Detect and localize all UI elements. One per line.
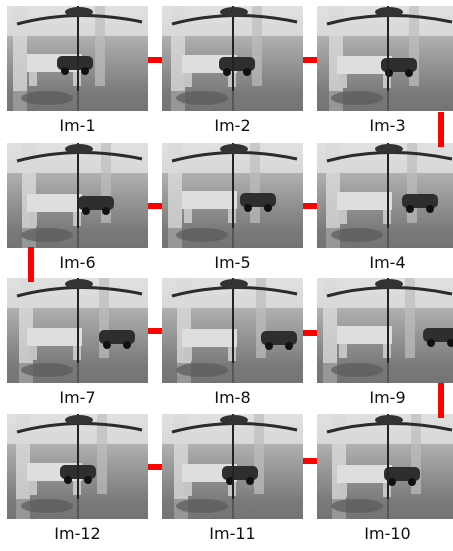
frame-cell: Im-3 bbox=[317, 6, 453, 137]
sequence-connector bbox=[303, 203, 317, 209]
frame-label: Im-2 bbox=[214, 116, 251, 135]
sequence-connector bbox=[148, 57, 162, 63]
frame-label: Im-11 bbox=[209, 524, 256, 543]
frame-cell: Im-9 bbox=[317, 278, 453, 409]
frame-label: Im-8 bbox=[214, 388, 251, 407]
frame-label: Im-1 bbox=[59, 116, 96, 135]
sequence-connector bbox=[148, 464, 162, 470]
frame-image bbox=[162, 414, 303, 519]
frame-image bbox=[7, 143, 148, 248]
frame-cell: Im-10 bbox=[317, 414, 453, 545]
frame-label: Im-9 bbox=[369, 388, 406, 407]
frame-image bbox=[317, 414, 453, 519]
frame-cell: Im-2 bbox=[162, 6, 303, 137]
frame-label: Im-10 bbox=[364, 524, 411, 543]
frame-image bbox=[7, 6, 148, 111]
frame-label: Im-3 bbox=[369, 116, 406, 135]
frame-cell: Im-6 bbox=[7, 143, 148, 274]
frame-image bbox=[7, 278, 148, 383]
frame-label: Im-6 bbox=[59, 253, 96, 272]
frame-cell: Im-4 bbox=[317, 143, 453, 274]
sequence-connector bbox=[148, 328, 162, 334]
frame-cell: Im-7 bbox=[7, 278, 148, 409]
sequence-connector bbox=[28, 247, 34, 282]
frame-image bbox=[162, 6, 303, 111]
sequence-connector bbox=[303, 330, 317, 336]
frame-image bbox=[162, 278, 303, 383]
frame-cell: Im-5 bbox=[162, 143, 303, 274]
frame-label: Im-4 bbox=[369, 253, 406, 272]
frame-cell: Im-12 bbox=[7, 414, 148, 545]
frame-label: Im-5 bbox=[214, 253, 251, 272]
frame-image bbox=[162, 143, 303, 248]
frame-cell: Im-1 bbox=[7, 6, 148, 137]
sequence-connector bbox=[438, 383, 444, 418]
frame-image bbox=[317, 143, 453, 248]
frame-cell: Im-8 bbox=[162, 278, 303, 409]
frame-label: Im-12 bbox=[54, 524, 101, 543]
frame-cell: Im-11 bbox=[162, 414, 303, 545]
sequence-connector bbox=[303, 57, 317, 63]
frame-image bbox=[7, 414, 148, 519]
sequence-connector bbox=[438, 112, 444, 147]
frame-image bbox=[317, 6, 453, 111]
sequence-connector bbox=[303, 458, 317, 464]
frame-image bbox=[317, 278, 453, 383]
frame-label: Im-7 bbox=[59, 388, 96, 407]
sequence-connector bbox=[148, 203, 162, 209]
